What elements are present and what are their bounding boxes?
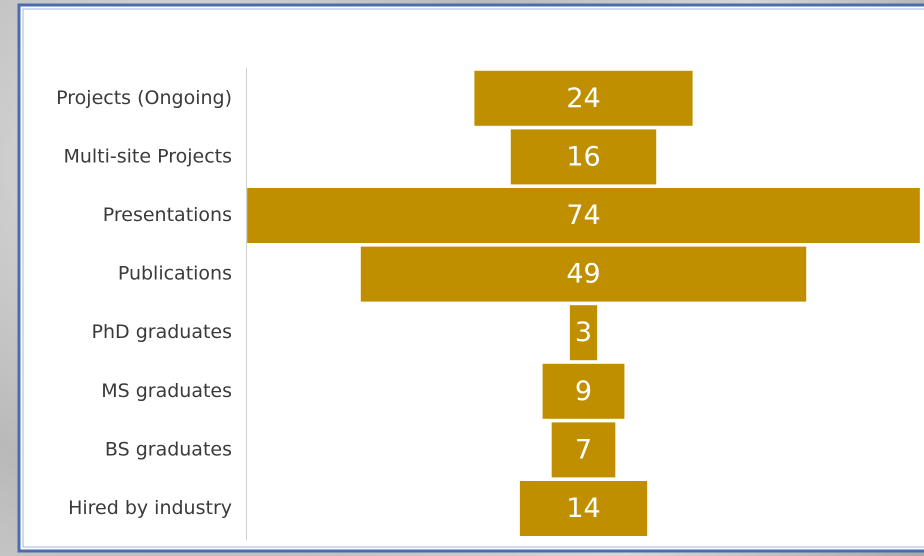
- bar: [247, 188, 920, 243]
- value-label: 74: [566, 200, 600, 231]
- value-label: 9: [575, 376, 592, 407]
- bar: [510, 129, 657, 185]
- value-label: 24: [566, 83, 600, 114]
- category-label: Hired by industry: [68, 497, 232, 519]
- category-label: Projects (Ongoing): [56, 87, 232, 109]
- bar: [519, 481, 648, 536]
- value-label: 14: [566, 493, 600, 524]
- category-label: PhD graduates: [92, 321, 232, 343]
- category-label: Publications: [118, 263, 232, 285]
- category-label: MS graduates: [101, 380, 232, 402]
- chart-panel-inner: [22, 8, 924, 548]
- bar: [474, 70, 693, 126]
- bar: [360, 246, 807, 302]
- value-label: 7: [575, 434, 592, 465]
- category-label: Presentations: [103, 204, 232, 226]
- bar: [551, 422, 616, 478]
- value-label: 3: [575, 317, 592, 348]
- bar: [542, 363, 625, 419]
- value-label: 16: [566, 141, 600, 172]
- category-label: Multi-site Projects: [63, 145, 232, 167]
- bar: [569, 305, 598, 361]
- category-label: BS graduates: [105, 438, 232, 460]
- value-label: 49: [566, 259, 600, 290]
